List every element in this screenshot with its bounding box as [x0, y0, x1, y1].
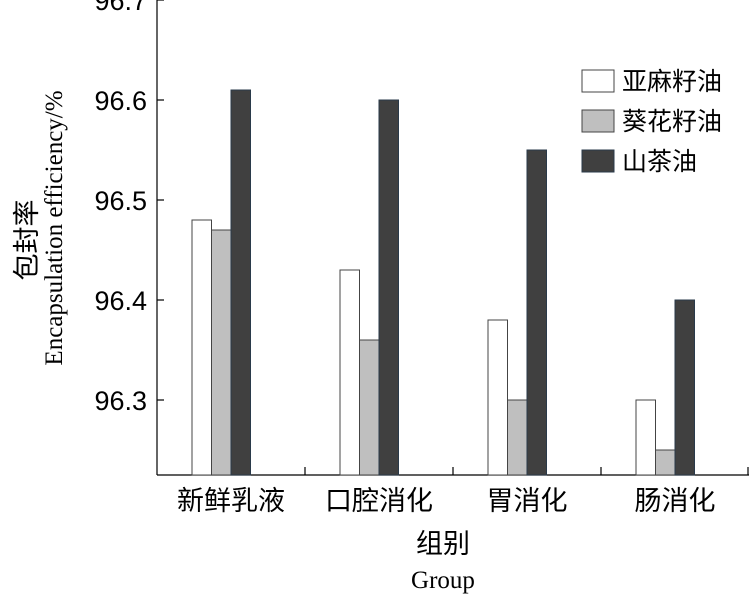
bar-linseed-3	[635, 399, 656, 476]
bar-sunflower-2	[507, 399, 528, 476]
bars	[191, 89, 695, 476]
legend-swatch	[581, 109, 615, 133]
x-category-label: 口腔消化	[325, 486, 433, 517]
x-axis: 新鲜乳液 口腔消化 胃消化 肠消化	[157, 467, 749, 517]
legend-label: 葵花籽油	[622, 107, 722, 136]
y-axis-title-en: Encapsulation efficiency/%	[41, 90, 68, 365]
bar-linseed-0	[191, 219, 212, 476]
y-tick-label: 96.4	[94, 286, 147, 316]
legend-swatch	[581, 149, 615, 173]
x-category-label: 胃消化	[487, 486, 568, 517]
y-tick-label: 96.3	[94, 386, 147, 416]
bar-sunflower-0	[211, 229, 232, 476]
bar-sunflower-3	[655, 449, 676, 476]
bar-sunflower-1	[359, 339, 380, 476]
bar-linseed-1	[339, 269, 360, 476]
legend-label: 亚麻籽油	[622, 67, 722, 96]
bar-camellia-2	[526, 149, 547, 476]
x-category-label: 新鲜乳液	[177, 486, 285, 517]
bar-camellia-1	[378, 99, 399, 476]
y-axis-title-cn: 包封率	[12, 200, 43, 281]
bar-camellia-3	[674, 299, 695, 476]
x-category-label: 肠消化	[635, 486, 716, 517]
legend-label: 山茶油	[622, 147, 697, 176]
y-tick-label: 96.5	[94, 186, 147, 216]
x-axis-title-cn: 组别	[416, 529, 470, 560]
bar-camellia-0	[230, 89, 251, 476]
y-tick-label: 96.7	[94, 0, 147, 16]
bar-linseed-2	[487, 319, 508, 476]
y-axis: 96.3 96.4 96.5 96.6 96.7	[94, 0, 164, 475]
legend-swatch	[581, 69, 615, 93]
x-axis-title-en: Group	[411, 567, 475, 594]
y-tick-label: 96.6	[94, 86, 147, 116]
